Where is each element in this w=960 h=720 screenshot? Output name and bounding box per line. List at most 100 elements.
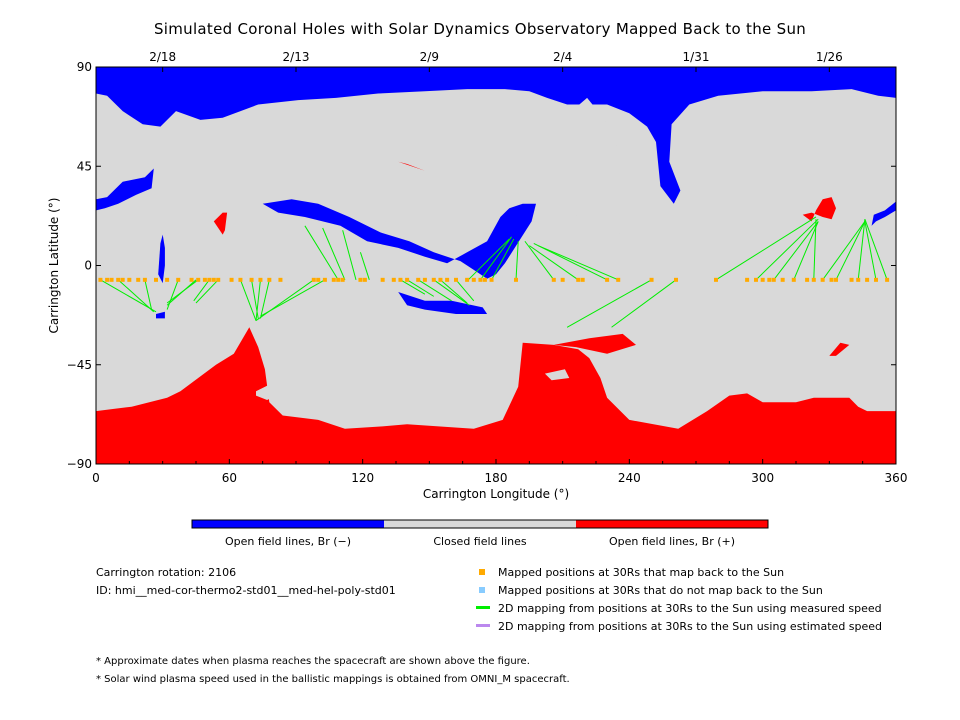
mapped-point bbox=[551, 277, 556, 282]
mapped-point bbox=[438, 277, 443, 282]
mapped-point bbox=[322, 277, 327, 282]
mapping-line bbox=[455, 279, 475, 302]
y-tick-label: 45 bbox=[77, 159, 92, 173]
chart-title: Simulated Coronal Holes with Solar Dynam… bbox=[153, 20, 807, 38]
open-negative-filament bbox=[158, 234, 165, 284]
mapped-point bbox=[471, 277, 476, 282]
y-tick-label: 0 bbox=[84, 259, 92, 273]
footnote-speed: * Solar wind plasma speed used in the ba… bbox=[96, 674, 570, 685]
mapping-line bbox=[406, 279, 435, 297]
mapped-point bbox=[127, 277, 132, 282]
mapping-line bbox=[857, 219, 866, 280]
mapped-point bbox=[116, 277, 121, 282]
mapped-point bbox=[142, 277, 147, 282]
mapped-point bbox=[109, 277, 114, 282]
closed-island-1 bbox=[256, 384, 281, 400]
mapped-point bbox=[431, 277, 436, 282]
mapping-line bbox=[259, 279, 270, 319]
mapped-point bbox=[311, 277, 316, 282]
mapped-point bbox=[120, 277, 125, 282]
y-tick-label: 90 bbox=[77, 60, 92, 74]
mapped-point bbox=[358, 277, 363, 282]
mapped-point bbox=[489, 277, 494, 282]
mapped-point bbox=[616, 277, 621, 282]
mapping-line bbox=[193, 279, 210, 302]
mapping-line bbox=[440, 279, 468, 304]
mapped-point bbox=[829, 277, 834, 282]
mapped-point bbox=[211, 277, 216, 282]
legend-swatch-measured bbox=[476, 606, 490, 609]
carrington-rotation: Carrington rotation: 2106 bbox=[96, 566, 237, 579]
mapped-point bbox=[391, 277, 396, 282]
mapped-point bbox=[398, 277, 403, 282]
y-axis-label: Carrington Latitude (°) bbox=[47, 198, 61, 334]
mapping-line bbox=[611, 279, 677, 328]
mapped-point bbox=[249, 277, 254, 282]
mapped-point bbox=[176, 277, 181, 282]
mapped-point bbox=[422, 277, 427, 282]
legend-swatch-mapped bbox=[479, 569, 485, 575]
mapping-line bbox=[400, 279, 426, 295]
x-tick-label: 120 bbox=[351, 471, 374, 485]
mapping-line bbox=[835, 221, 866, 281]
mapping-line bbox=[144, 279, 153, 310]
mapping-line bbox=[822, 221, 866, 281]
open-negative-equatorial bbox=[398, 292, 488, 314]
axes: 0 60 120 180 240 300 360 90 45 0 −45 −90 2/18 2/13 2/9… bbox=[47, 50, 907, 501]
legend-swatch-estimated bbox=[476, 624, 490, 627]
mapping-line bbox=[255, 279, 261, 321]
mapping-line bbox=[195, 279, 219, 304]
open-positive-south bbox=[96, 327, 896, 464]
colorbar-closed bbox=[384, 520, 576, 528]
mapped-point bbox=[754, 277, 758, 282]
mapping-line bbox=[529, 245, 579, 281]
mapped-point bbox=[478, 277, 483, 282]
mapped-point bbox=[454, 277, 458, 282]
mapped-point bbox=[362, 277, 367, 282]
mapped-point bbox=[514, 277, 518, 282]
mapped-point bbox=[849, 277, 854, 282]
mapping-line bbox=[466, 238, 510, 282]
open-positive-north-sliver bbox=[398, 161, 425, 171]
mapped-point bbox=[98, 277, 103, 282]
mapping-line bbox=[864, 221, 877, 280]
x-tick-label: 240 bbox=[618, 471, 641, 485]
mapped-point bbox=[820, 277, 825, 282]
mapping-line bbox=[417, 279, 452, 302]
legend-item-mapped: Mapped positions at 30Rs that map back t… bbox=[498, 566, 785, 579]
colorbar-frame bbox=[191, 519, 769, 529]
footnote-dates: * Approximate dates when plasma reaches … bbox=[96, 656, 530, 667]
x-tick-label: 300 bbox=[751, 471, 774, 485]
legend-item-measured: 2D mapping from positions at 30Rs to the… bbox=[498, 602, 882, 615]
colorbar-label-negative: Open field lines, Br (−) bbox=[225, 535, 351, 548]
mapped-point bbox=[267, 277, 272, 282]
mapping-line bbox=[813, 219, 817, 280]
mapped-point bbox=[674, 277, 678, 282]
open-negative-spot bbox=[156, 311, 165, 319]
colorbar: Open field lines, Br (−) Closed field li… bbox=[191, 519, 769, 548]
mapping-line bbox=[715, 216, 817, 281]
mapping-line bbox=[322, 227, 346, 281]
mapped-point bbox=[196, 277, 201, 282]
x-tick-label: 60 bbox=[222, 471, 237, 485]
mapped-point bbox=[714, 277, 718, 282]
mapped-point bbox=[745, 277, 750, 282]
closed-intrusion bbox=[467, 97, 645, 237]
mapped-point bbox=[216, 277, 221, 282]
mapped-point bbox=[834, 277, 838, 282]
open-negative-diagonal bbox=[262, 199, 536, 279]
mapped-point bbox=[771, 277, 776, 282]
open-positive-southeast bbox=[829, 342, 850, 356]
mapped-point bbox=[154, 277, 158, 282]
y-tick-label: −45 bbox=[67, 358, 92, 372]
mapped-point bbox=[165, 277, 170, 282]
x-tick-label: 0 bbox=[92, 471, 100, 485]
mapping-line bbox=[260, 279, 326, 317]
plot-area bbox=[96, 67, 896, 464]
mapped-point bbox=[207, 277, 212, 282]
mapping-line bbox=[864, 219, 888, 281]
mapping-line bbox=[515, 241, 519, 280]
mapped-point bbox=[258, 277, 263, 282]
mapping-line bbox=[433, 279, 470, 306]
open-positive-northeast bbox=[802, 197, 836, 222]
